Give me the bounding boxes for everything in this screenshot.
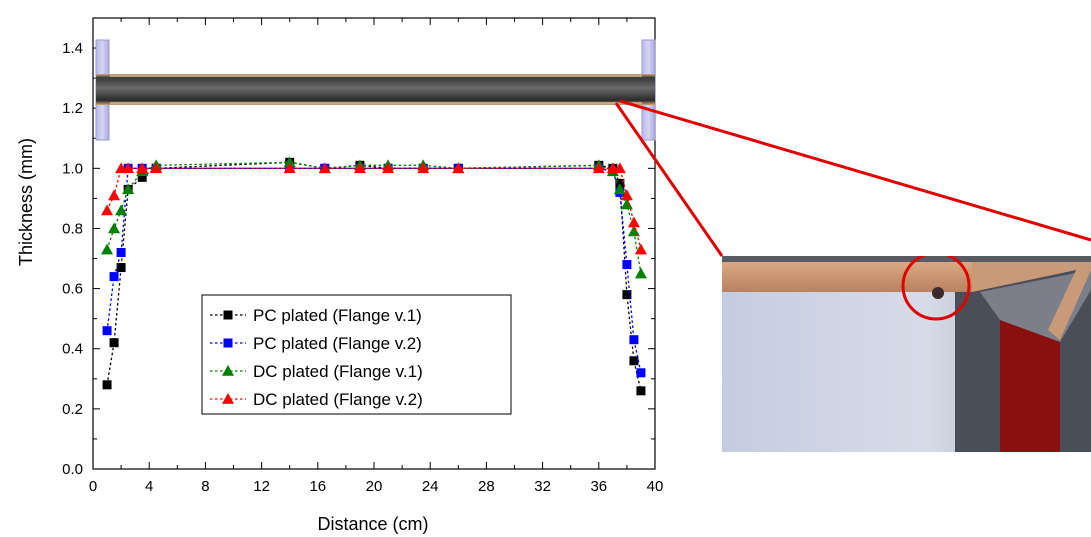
data-point bbox=[613, 183, 626, 195]
series-line bbox=[106, 161, 642, 391]
data-point bbox=[101, 204, 114, 216]
data-point bbox=[613, 162, 626, 174]
x-axis-title: Distance (cm) bbox=[317, 514, 428, 534]
legend-label: PC plated (Flange v.1) bbox=[253, 306, 422, 325]
legend-item-3: DC plated (Flange v.1) bbox=[210, 362, 423, 381]
data-point bbox=[636, 386, 646, 396]
legend-marker bbox=[222, 393, 234, 404]
x-tick-label: 16 bbox=[309, 478, 326, 495]
data-point bbox=[622, 290, 632, 300]
data-point bbox=[636, 368, 646, 378]
x-tick-label: 28 bbox=[478, 478, 495, 495]
data-point bbox=[592, 162, 605, 174]
data-point bbox=[627, 216, 640, 228]
data-point bbox=[283, 162, 296, 174]
data-point bbox=[115, 204, 128, 216]
series-4 bbox=[101, 162, 647, 255]
legend-item-1: PC plated (Flange v.1) bbox=[210, 306, 422, 325]
series-3 bbox=[101, 156, 647, 279]
data-point bbox=[108, 189, 121, 201]
series-line bbox=[106, 161, 642, 274]
data-point bbox=[136, 162, 149, 174]
series-line bbox=[106, 167, 642, 250]
legend-item-2: PC plated (Flange v.2) bbox=[210, 334, 422, 353]
x-tick-label: 12 bbox=[253, 478, 270, 495]
data-point bbox=[622, 260, 632, 270]
y-tick-label: 1.4 bbox=[62, 40, 83, 57]
data-point bbox=[452, 162, 465, 174]
data-point bbox=[109, 338, 119, 348]
data-layer bbox=[101, 156, 647, 396]
data-point bbox=[101, 243, 114, 255]
data-point bbox=[620, 198, 633, 210]
data-point bbox=[318, 162, 331, 174]
legend-marker bbox=[223, 338, 233, 348]
data-point bbox=[122, 162, 135, 174]
tube-inset-image bbox=[95, 39, 656, 141]
legend-marker bbox=[222, 365, 234, 376]
series-line bbox=[106, 167, 642, 373]
y-tick-label: 0.2 bbox=[62, 401, 83, 418]
data-point bbox=[137, 172, 147, 182]
data-point bbox=[634, 267, 647, 279]
y-tick-label: 0.6 bbox=[62, 281, 83, 298]
legend: PC plated (Flange v.1) PC plated (Flange … bbox=[201, 294, 512, 415]
data-point bbox=[102, 326, 112, 336]
y-tick-label: 1.2 bbox=[62, 100, 83, 117]
data-point bbox=[615, 178, 625, 188]
x-tick-label: 0 bbox=[89, 478, 97, 495]
data-point bbox=[620, 189, 633, 201]
data-point bbox=[108, 222, 121, 234]
data-point bbox=[629, 335, 639, 345]
legend-label: DC plated (Flange v.1) bbox=[253, 362, 423, 381]
plot-axes: 0 4 8 12 16 20 24 28 32 36 40 0.0 0.2 0.4 0.6 0.8 1.0 1.2… bbox=[62, 17, 664, 495]
data-point bbox=[417, 162, 430, 174]
y-tick-label: 0.0 bbox=[62, 461, 83, 478]
data-point bbox=[102, 380, 112, 390]
y-tick-label: 0.4 bbox=[62, 341, 83, 358]
legend-label: DC plated (Flange v.2) bbox=[253, 390, 423, 409]
data-point bbox=[382, 162, 395, 174]
legend-marker bbox=[223, 310, 233, 320]
x-tick-label: 40 bbox=[647, 478, 664, 495]
data-point bbox=[116, 263, 126, 273]
data-point bbox=[634, 243, 647, 255]
zoom-callout-lines bbox=[614, 99, 1091, 257]
data-point bbox=[116, 248, 126, 258]
y-axis-title: Thickness (mm) bbox=[16, 138, 36, 266]
data-point bbox=[109, 272, 119, 282]
x-tick-label: 20 bbox=[366, 478, 383, 495]
data-point bbox=[629, 356, 639, 366]
y-tick-label: 0.8 bbox=[62, 220, 83, 237]
x-tick-label: 24 bbox=[422, 478, 439, 495]
x-tick-label: 32 bbox=[534, 478, 551, 495]
data-point bbox=[353, 162, 366, 174]
legend-item-4: DC plated (Flange v.2) bbox=[210, 390, 423, 409]
data-point bbox=[283, 156, 296, 168]
legend-label: PC plated (Flange v.2) bbox=[253, 334, 422, 353]
data-point bbox=[122, 183, 135, 195]
x-tick-label: 4 bbox=[145, 478, 153, 495]
data-point bbox=[150, 162, 163, 174]
micrograph-photo bbox=[722, 256, 1091, 452]
y-tick-label: 1.0 bbox=[62, 160, 83, 177]
x-tick-label: 8 bbox=[201, 478, 209, 495]
x-tick-label: 36 bbox=[590, 478, 607, 495]
